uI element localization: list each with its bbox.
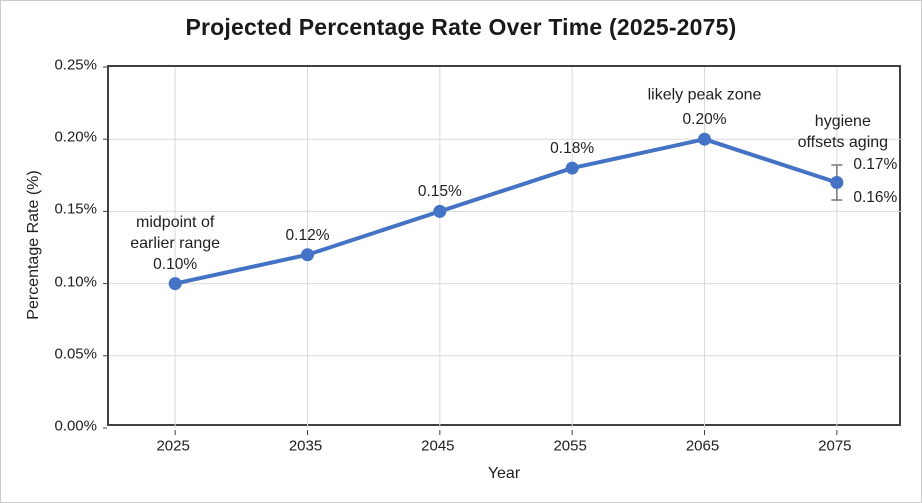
- annotation-line: earlier range: [130, 235, 221, 253]
- chart-title: Projected Percentage Rate Over Time (202…: [185, 14, 737, 40]
- annotation-line: offsets aging: [797, 133, 889, 151]
- x-tick-label: 2065: [685, 437, 720, 455]
- x-tick-label: 2035: [288, 437, 323, 455]
- y-tick-label: 0.00%: [54, 417, 97, 435]
- x-axis-title: Year: [487, 465, 521, 482]
- y-axis-title: Percentage Rate (%): [25, 170, 42, 320]
- data-point-marker: [565, 161, 579, 175]
- y-tick-label: 0.20%: [54, 128, 97, 146]
- data-point-marker: [301, 248, 314, 262]
- data-point-marker: [698, 132, 711, 146]
- x-tick-label: 2055: [553, 437, 587, 455]
- y-tick-label: 0.05%: [54, 345, 97, 363]
- error-bar-upper-label: 0.17%: [853, 155, 898, 173]
- data-point-label: 0.20%: [682, 111, 727, 129]
- x-tick-label: 2025: [156, 437, 190, 455]
- y-tick-label: 0.25%: [54, 56, 97, 74]
- data-point-label: 0.10%: [153, 255, 198, 273]
- line-chart-canvas: [103, 66, 903, 435]
- data-point-label: 0.18%: [550, 140, 595, 158]
- x-tick-label: 2045: [421, 437, 455, 455]
- data-point-label: 0.12%: [285, 226, 330, 244]
- data-point-marker: [830, 176, 844, 190]
- series-line: [173, 137, 839, 286]
- annotation-line: midpoint of: [136, 214, 215, 232]
- y-tick-label: 0.15%: [54, 200, 97, 218]
- data-point-label: 0.15%: [417, 183, 462, 201]
- data-point-marker: [168, 277, 182, 291]
- annotation-text: hygiene offsets aging: [798, 111, 888, 153]
- error-bar-lower-label: 0.16%: [853, 189, 898, 207]
- annotation-text: likely peak zone: [648, 85, 762, 106]
- y-tick-label: 0.10%: [54, 273, 97, 291]
- plot-area: 0.10% 0.12% 0.15% 0.18% 0.20% midpoint of earl…: [103, 65, 903, 435]
- annotation-text: midpoint of earlier range: [130, 212, 220, 254]
- data-point-marker: [433, 204, 447, 218]
- annotation-line: likely peak zone: [647, 86, 762, 104]
- annotation-line: hygiene: [814, 112, 871, 130]
- x-tick-label: 2075: [818, 437, 852, 455]
